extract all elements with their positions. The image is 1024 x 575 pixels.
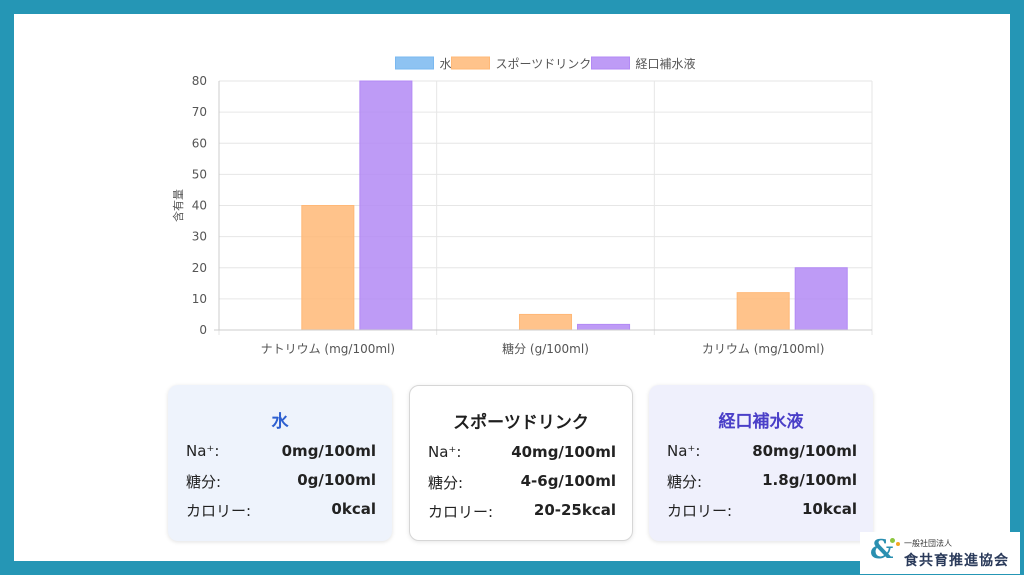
row-value: 4-6g/100ml (520, 472, 616, 490)
card-row-sugar: 糖分: 0g/100ml (186, 471, 376, 493)
row-label: カロリー: (186, 502, 252, 520)
row-label: 糖分: (667, 473, 703, 491)
y-tick-label: 70 (192, 105, 207, 119)
logo-dot-green (890, 538, 895, 543)
y-tick-label: 50 (192, 167, 207, 181)
bar (518, 313, 573, 331)
y-axis-title: 含有量 (171, 189, 185, 222)
card-row-na: Na⁺: 40mg/100ml (428, 443, 616, 465)
row-label: 糖分: (186, 473, 222, 491)
row-label: Na⁺: (186, 442, 220, 460)
x-tick-label: ナトリウム (mg/100ml) (261, 342, 395, 356)
x-tick-label: 糖分 (g/100ml) (502, 341, 589, 356)
row-label: Na⁺: (667, 442, 701, 460)
card-row-calorie: カロリー: 20-25kcal (428, 501, 616, 523)
card-row-na: Na⁺: 80mg/100ml (667, 442, 857, 464)
x-tick-label: カリウム (mg/100ml) (702, 342, 824, 356)
y-tick-label: 30 (192, 230, 207, 244)
row-value: 0kcal (331, 500, 376, 518)
bar (794, 267, 848, 331)
card-title: 水 (271, 412, 289, 432)
legend-swatch (591, 56, 630, 70)
row-value: 0mg/100ml (281, 442, 376, 460)
bar (301, 205, 355, 331)
row-value: 80mg/100ml (752, 442, 857, 460)
bar (359, 80, 413, 331)
logo-name: 食共育推進協会 (904, 553, 1009, 569)
legend-swatch (451, 56, 490, 70)
row-value: 40mg/100ml (511, 443, 616, 461)
logo-dot-orange (896, 542, 900, 546)
card-row-sugar: 糖分: 4-6g/100ml (428, 472, 616, 494)
legend-label: スポーツドリンク (496, 57, 592, 71)
row-value: 0g/100ml (297, 471, 376, 489)
row-label: Na⁺: (428, 443, 462, 461)
card-title: スポーツドリンク (453, 413, 589, 433)
row-label: 糖分: (428, 474, 464, 492)
legend-swatch (395, 56, 434, 70)
row-value: 20-25kcal (533, 501, 616, 519)
card-water: 水 Na⁺: 0mg/100ml 糖分: 0g/100ml カロリー: 0kcal (168, 385, 392, 541)
card-row-calorie: カロリー: 10kcal (667, 500, 857, 522)
row-value: 10kcal (801, 500, 857, 518)
card-row-na: Na⁺: 0mg/100ml (186, 442, 376, 464)
row-label: カロリー: (428, 503, 494, 521)
y-tick-label: 80 (192, 74, 207, 88)
y-tick-label: 0 (199, 323, 207, 337)
bar (736, 292, 790, 331)
legend-label: 水 (440, 57, 452, 71)
logo-subtitle: 一般社団法人 (904, 539, 952, 548)
y-tick-label: 10 (192, 292, 207, 306)
card-title: 経口補水液 (718, 412, 804, 432)
y-tick-label: 60 (192, 136, 207, 150)
row-label: カロリー: (667, 502, 733, 520)
row-value: 1.8g/100ml (762, 471, 857, 489)
bar (577, 323, 631, 331)
card-row-calorie: カロリー: 0kcal (186, 500, 376, 522)
card-oral-rehydration: 経口補水液 Na⁺: 80mg/100ml 糖分: 1.8g/100ml カロリー:… (649, 385, 873, 541)
legend-label: 経口補水液 (636, 56, 696, 71)
card-row-sugar: 糖分: 1.8g/100ml (667, 471, 857, 493)
y-tick-label: 40 (192, 199, 207, 213)
ampersand-logo-icon: & (870, 535, 894, 565)
organization-logo: & 一般社団法人 食共育推進協会 (860, 532, 1020, 574)
card-sports-drink: スポーツドリンク Na⁺: 40mg/100ml 糖分: 4-6g/100ml カロ… (409, 385, 633, 541)
y-tick-label: 20 (192, 261, 207, 275)
